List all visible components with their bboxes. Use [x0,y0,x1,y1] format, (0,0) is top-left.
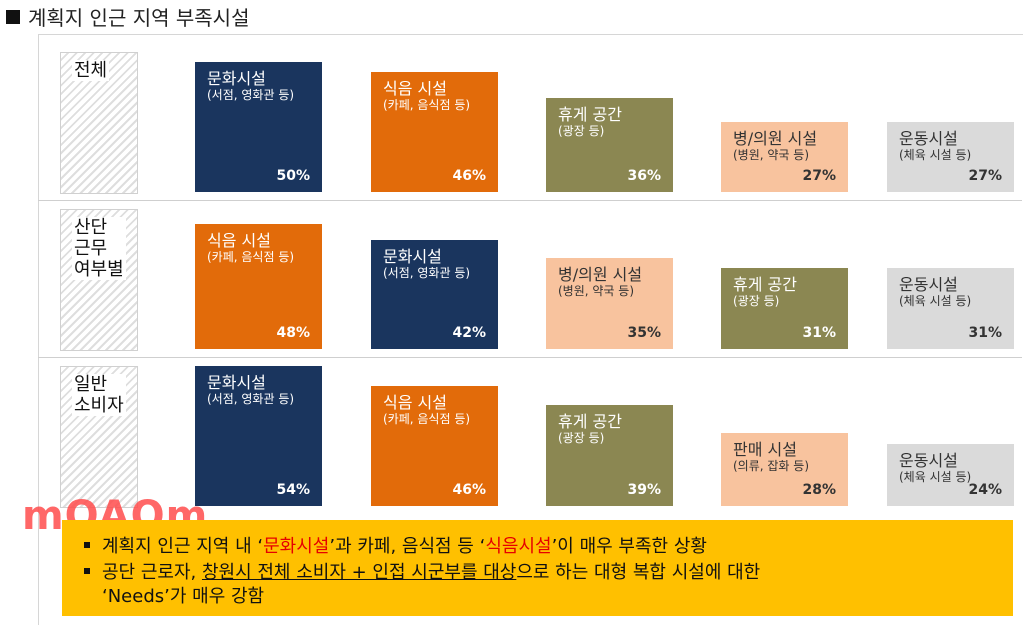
page-title-text: 계획지 인근 지역 부족시설 [28,6,250,30]
chart-frame [38,34,1023,625]
summary-callout: 계획지 인근 지역 내 ‘문화시설’과 카페, 음식점 등 ‘식음시설’이 매우… [62,520,1013,616]
callout-text: 으로 하는 대형 복합 시설에 대한 [516,562,761,583]
bullet-icon [84,568,90,574]
bar-subtitle-label: (서점, 영화관 등) [207,392,295,406]
bar-value-label: 54% [276,482,310,498]
bar-subtitle-label: (카페, 음식점 등) [383,98,471,112]
bar-category-label: 휴게 공간 [558,412,622,431]
callout-line-3: ‘Needs’가 매우 강함 [102,586,265,607]
bar-subtitle-label: (카페, 음식점 등) [207,250,295,264]
bar: 판매 시설 (의류, 잡화 등) 28% [721,433,848,506]
bar: 병/의원 시설 (병원, 약국 등) 27% [721,122,848,192]
bar-value-label: 36% [627,168,661,184]
bar-category-label: 운동시설 [899,451,958,470]
bar: 식음 시설 (카페, 음식점 등) 48% [195,224,322,349]
bar: 휴게 공간 (광장 등) 39% [546,405,673,506]
callout-text: 공단 근로자, [102,562,202,583]
bar-subtitle-label: (광장 등) [733,294,780,308]
bar-category-label: 문화시설 [207,373,266,392]
bar-category-label: 식음 시설 [383,79,447,98]
page-title: 계획지 인근 지역 부족시설 [6,2,249,31]
bar-value-label: 35% [627,325,661,341]
bar: 운동시설 (체육 시설 등) 31% [887,268,1014,349]
bar-value-label: 28% [802,482,836,498]
bar-category-label: 문화시설 [383,247,442,266]
row-label: 전체 [72,60,110,81]
bar-category-label: 식음 시설 [207,231,271,250]
bar-value-label: 42% [452,325,486,341]
bar-subtitle-label: (체육 시설 등) [899,470,972,484]
bar-value-label: 31% [802,325,836,341]
row-label: 일반 소비자 [72,374,126,416]
bar: 식음 시설 (카페, 음식점 등) 46% [371,72,498,192]
bar-value-label: 46% [452,482,486,498]
bar-subtitle-label: (병원, 약국 등) [733,148,810,162]
bar-value-label: 27% [802,168,836,184]
bar-category-label: 휴게 공간 [733,275,797,294]
bar-category-label: 식음 시설 [383,393,447,412]
bullet-icon [84,542,90,548]
bar: 문화시설 (서점, 영화관 등) 42% [371,240,498,349]
bar-subtitle-label: (광장 등) [558,431,605,445]
bar-value-label: 27% [968,168,1002,184]
bar-category-label: 병/의원 시설 [733,129,818,148]
callout-line-1: 계획지 인근 지역 내 ‘문화시설’과 카페, 음식점 등 ‘식음시설’이 매우… [84,534,707,559]
row-separator [38,357,1022,358]
bar-category-label: 운동시설 [899,129,958,148]
bar-subtitle-label: (의류, 잡화 등) [733,459,810,473]
bar-subtitle-label: (광장 등) [558,124,605,138]
bar: 운동시설 (체육 시설 등) 24% [887,444,1014,506]
callout-text: ’과 카페, 음식점 등 ‘ [329,536,486,557]
bar: 문화시설 (서점, 영화관 등) 54% [195,366,322,506]
callout-highlight: 문화시설 [263,536,330,557]
row-separator [38,200,1022,201]
square-bullet-icon [6,10,20,24]
bar-category-label: 휴게 공간 [558,105,622,124]
bar-subtitle-label: (서점, 영화관 등) [383,266,471,280]
callout-text: ’이 매우 부족한 상황 [551,536,707,557]
bar: 휴게 공간 (광장 등) 36% [546,98,673,192]
bar-category-label: 문화시설 [207,69,266,88]
bar: 병/의원 시설 (병원, 약국 등) 35% [546,258,673,349]
bar: 식음 시설 (카페, 음식점 등) 46% [371,386,498,506]
bar-subtitle-label: (서점, 영화관 등) [207,88,295,102]
callout-text: 계획지 인근 지역 내 ‘ [102,536,264,557]
bar: 휴게 공간 (광장 등) 31% [721,268,848,349]
bar-value-label: 39% [627,482,661,498]
bar-value-label: 46% [452,168,486,184]
bar-category-label: 병/의원 시설 [558,265,643,284]
bar: 문화시설 (서점, 영화관 등) 50% [195,62,322,192]
bar-category-label: 운동시설 [899,275,958,294]
callout-line-2: 공단 근로자, 창원시 전체 소비자 + 인접 시군부를 대상으로 하는 대형 … [84,560,760,585]
bar-value-label: 48% [276,325,310,341]
callout-underlined: 창원시 전체 소비자 + 인접 시군부를 대상 [201,562,517,583]
bar-subtitle-label: (카페, 음식점 등) [383,412,471,426]
bar-value-label: 24% [968,482,1002,498]
bar-subtitle-label: (병원, 약국 등) [558,284,635,298]
bar-category-label: 판매 시설 [733,440,797,459]
bar-subtitle-label: (체육 시설 등) [899,148,972,162]
bar-value-label: 31% [968,325,1002,341]
row-label: 산단 근무 여부별 [72,217,126,280]
bar-subtitle-label: (체육 시설 등) [899,294,972,308]
bar-value-label: 50% [276,168,310,184]
bar: 운동시설 (체육 시설 등) 27% [887,122,1014,192]
callout-highlight: 식음시설 [485,536,552,557]
